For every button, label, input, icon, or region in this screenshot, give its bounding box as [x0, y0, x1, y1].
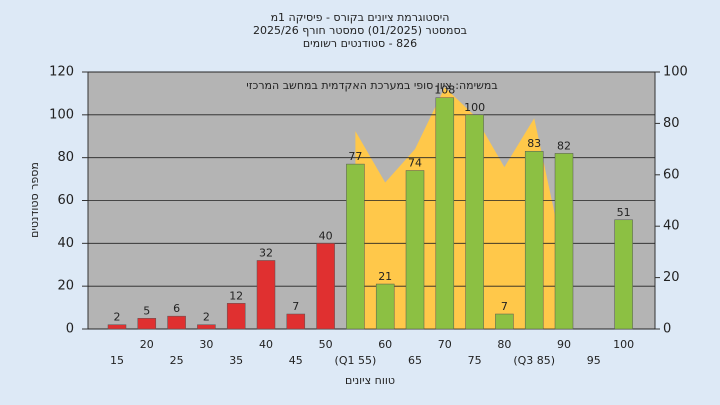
data-label: 82 [557, 139, 571, 152]
bar [167, 315, 186, 330]
x-tick-label: 100 [613, 338, 634, 351]
y2-tick-label: 20 [663, 270, 680, 285]
data-label: 40 [319, 229, 333, 242]
x-tick-label: 40 [259, 338, 273, 351]
data-label: 2 [203, 311, 210, 324]
data-label: 7 [501, 300, 508, 313]
x-tick-label: 20 [140, 338, 154, 351]
data-label: 21 [378, 270, 392, 283]
data-label: 51 [617, 206, 631, 219]
y2-tick-label: 80 [663, 116, 680, 131]
bar [197, 324, 216, 330]
chart-subtitle: בסמסטר (01/2025) סמסטר חורף 2025/26 [253, 24, 467, 37]
data-label: 6 [173, 302, 180, 315]
bar [107, 324, 127, 330]
data-label: 12 [229, 289, 243, 302]
y-tick-label: 100 [49, 107, 74, 122]
x-tick-label: (Q3 85) [513, 354, 555, 367]
y-tick-label: 40 [57, 236, 74, 251]
annotation: במשימה: ציון סופי במערכת האקדמית במחשב ה… [246, 79, 497, 92]
y-tick-label: 120 [49, 65, 74, 80]
x-tick-label: 45 [289, 354, 303, 367]
bar [286, 313, 306, 330]
bar [346, 163, 365, 330]
bar [465, 114, 484, 330]
x-tick-label: 15 [110, 354, 124, 367]
data-label: 108 [434, 84, 455, 97]
data-label: 83 [527, 137, 541, 150]
bar [435, 97, 455, 330]
y2-tick-label: 60 [663, 167, 680, 182]
bar [554, 153, 574, 330]
data-label: 100 [464, 101, 485, 114]
y-tick-label: 0 [66, 322, 74, 337]
data-label: 2 [114, 311, 121, 324]
data-label: 7 [292, 300, 299, 313]
bar [375, 283, 395, 330]
data-label: 74 [408, 157, 422, 170]
y-tick-label: 80 [57, 150, 74, 165]
x-tick-label: 50 [319, 338, 333, 351]
y-tick-label: 60 [57, 193, 74, 208]
x-tick-label: 95 [587, 354, 601, 367]
x-tick-label: 90 [557, 338, 571, 351]
x-tick-label: 70 [438, 338, 452, 351]
x-tick-label: 60 [378, 338, 392, 351]
data-label: 77 [348, 150, 362, 163]
x-tick-label: 30 [199, 338, 213, 351]
x-axis-label: טווח ציונים [345, 374, 395, 387]
chart-subtitle: 826 - סטודנטים רשומים [303, 37, 417, 50]
bar [226, 303, 246, 330]
chart-title: היסטוגרמת ציונים בקורס - פיסיקה 1מ [271, 11, 450, 24]
bar [137, 318, 157, 330]
y2-tick-label: 0 [663, 322, 671, 337]
bar [614, 219, 633, 330]
x-tick-label: 80 [497, 338, 511, 351]
y2-tick-label: 100 [663, 65, 688, 80]
bar [495, 313, 514, 330]
x-tick-label: 65 [408, 354, 422, 367]
y2-tick-label: 40 [663, 219, 680, 234]
x-tick-label: 75 [468, 354, 482, 367]
bar [256, 260, 276, 330]
data-label: 5 [143, 304, 150, 317]
y-tick-label: 20 [57, 279, 74, 294]
bar [405, 170, 425, 330]
bar [524, 150, 544, 330]
data-label: 32 [259, 246, 273, 259]
x-tick-label: 25 [170, 354, 184, 367]
x-tick-label: 35 [229, 354, 243, 367]
bar [316, 243, 335, 330]
y-axis-label: מספר סטודנטים [28, 162, 41, 238]
x-tick-label: (Q1 55) [335, 354, 377, 367]
